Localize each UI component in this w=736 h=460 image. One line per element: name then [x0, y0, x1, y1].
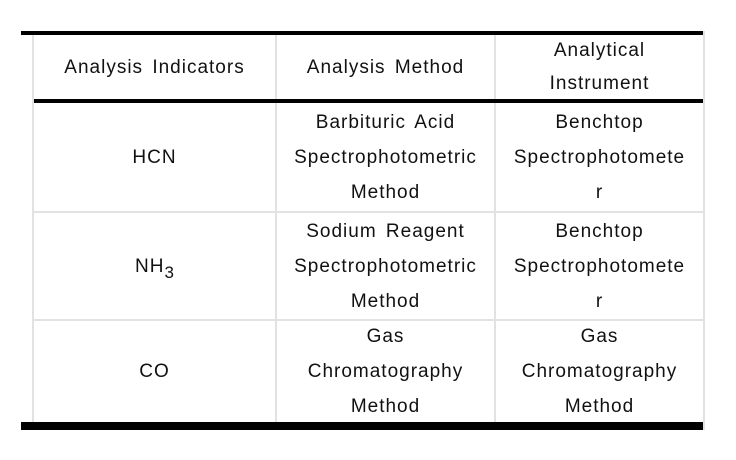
table-header-row: Analysis Indicators Analysis Method Anal… — [34, 31, 703, 103]
col-header-analysis-indicators: Analysis Indicators — [34, 35, 277, 99]
top-rule-overhang — [21, 31, 34, 35]
method-cell-nh3: Sodium Reagent Spectrophotometric Method — [277, 213, 496, 319]
instrument-cell-co: Gas Chromatography Method — [521, 326, 678, 417]
analysis-methods-table: Analysis Indicators Analysis Method Anal… — [21, 31, 705, 430]
method-cell-co: Gas Chromatography Method — [277, 321, 496, 422]
nh3-formula-base: NH — [135, 255, 165, 277]
instrument-cell-nh3: Benchtop Spectrophotomete r — [513, 220, 686, 312]
table-row-co: CO Gas Chromatography Method Gas Chromat… — [34, 321, 703, 430]
instrument-cell-hcn: Benchtop Spectrophotomete r — [513, 111, 686, 203]
table-row-hcn: HCN Barbituric Acid Spectrophotometric M… — [34, 103, 703, 213]
indicator-cell-hcn: HCN — [34, 103, 277, 211]
indicator-cell-co: CO — [34, 321, 277, 422]
col-header-analytical-instrument: Analytical Instrument — [549, 40, 650, 94]
bottom-rule-overhang — [21, 422, 34, 430]
nh3-formula-subscript: 3 — [164, 262, 174, 282]
indicator-cell-nh3: NH 3 — [34, 213, 277, 319]
method-cell-hcn: Barbituric Acid Spectrophotometric Metho… — [277, 103, 496, 211]
table-row-nh3: NH 3 Sodium Reagent Spectrophotometric Me… — [34, 213, 703, 321]
col-header-analysis-method: Analysis Method — [277, 35, 496, 99]
